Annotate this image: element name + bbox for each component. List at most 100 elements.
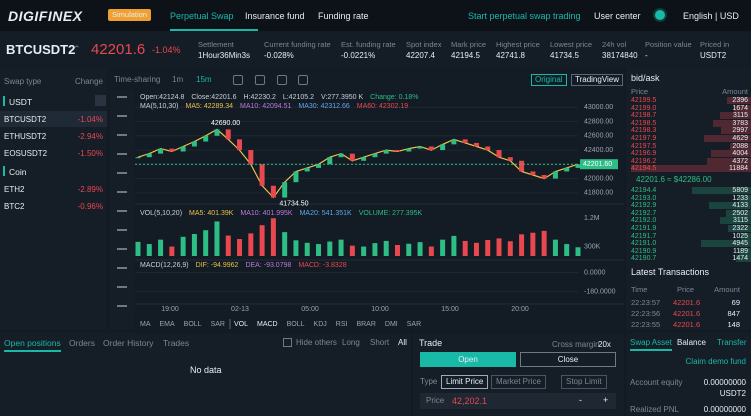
interval-btn[interactable]: 15m bbox=[196, 75, 212, 84]
ob-price: 42197.9 bbox=[631, 135, 657, 142]
pair-name[interactable]: EOSUSDT2 bbox=[4, 149, 48, 158]
volume-bar bbox=[394, 245, 400, 256]
asset-tab[interactable]: Balance bbox=[677, 338, 706, 347]
start-link[interactable]: Start perpetual swap trading bbox=[468, 11, 581, 21]
nav-link[interactable]: Funding rate bbox=[318, 11, 369, 21]
view-btn[interactable]: Original bbox=[531, 74, 567, 86]
asset-tab[interactable]: Swap Asset bbox=[630, 338, 672, 347]
indicator-btn[interactable]: BRAR bbox=[356, 321, 375, 328]
user-link[interactable]: User center bbox=[594, 11, 641, 21]
ob-price: 42191.7 bbox=[631, 232, 657, 240]
interval-btn[interactable]: Time-sharing bbox=[114, 75, 161, 84]
legend-item: MA5: 401.39K bbox=[189, 210, 234, 217]
ob-amount: 4004 bbox=[732, 150, 748, 158]
position-tab[interactable]: Orders bbox=[69, 338, 95, 348]
order-type-btn[interactable]: Limit Price bbox=[441, 375, 489, 389]
candle bbox=[361, 157, 367, 161]
indicator-btn[interactable]: EMA bbox=[160, 321, 176, 328]
volume-bar bbox=[316, 244, 322, 256]
indicator-btn[interactable]: BOLL bbox=[184, 321, 202, 328]
nav-link[interactable]: Insurance fund bbox=[245, 11, 305, 21]
view-btn[interactable]: TradingView bbox=[571, 74, 624, 86]
depth-bar bbox=[736, 255, 751, 263]
depth-bar bbox=[701, 240, 751, 248]
x-tick-label: 05:00 bbox=[301, 306, 319, 313]
badge: Simulation bbox=[108, 9, 152, 21]
plus-btn[interactable]: + bbox=[603, 395, 609, 405]
stat-value: 42207.4 bbox=[406, 51, 435, 60]
leverage[interactable]: 20x bbox=[598, 340, 611, 349]
indicator-btn[interactable]: SAR bbox=[211, 321, 225, 328]
ob-price: 42196.9 bbox=[631, 150, 657, 158]
interval-btn[interactable]: 1m bbox=[172, 75, 184, 84]
volume-bar bbox=[406, 243, 412, 256]
indicator-btn[interactable]: VOL bbox=[234, 321, 248, 328]
open-btn[interactable]: Open bbox=[420, 352, 516, 367]
volume-bar bbox=[462, 240, 468, 256]
pair-name[interactable]: ETHUSDT2 bbox=[4, 132, 47, 141]
legend-item: MA10: 401.995K bbox=[240, 210, 292, 217]
position-filter[interactable]: Hide others bbox=[296, 338, 337, 347]
indicator-btn[interactable]: DMI bbox=[385, 321, 398, 328]
draw-tool bbox=[117, 153, 127, 155]
position-filter[interactable]: Long bbox=[342, 338, 360, 347]
ob-price: 42197.5 bbox=[631, 142, 657, 150]
claim-link: Claim demo fund bbox=[685, 357, 746, 366]
x-tick-label: 15:00 bbox=[441, 306, 459, 313]
volume-bar bbox=[372, 243, 378, 256]
depth-bar bbox=[631, 165, 751, 173]
minus-btn[interactable]: - bbox=[579, 395, 582, 405]
indicator-btn[interactable]: MA bbox=[140, 321, 151, 328]
position-tab[interactable]: Open positions bbox=[4, 338, 61, 348]
price-change: -1.04% bbox=[152, 45, 181, 55]
indicator-btn[interactable]: RSI bbox=[336, 321, 348, 328]
order-type-btn[interactable]: Stop Limit bbox=[561, 375, 607, 389]
volume-bar bbox=[507, 241, 513, 256]
position-tab[interactable]: Trades bbox=[163, 338, 190, 348]
position-filter[interactable]: All bbox=[398, 338, 407, 347]
legend-item: Close:42201.6 bbox=[191, 94, 236, 101]
tx-amount: 847 bbox=[727, 309, 740, 318]
depth-bar bbox=[692, 187, 751, 194]
indicator-btn[interactable]: MACD bbox=[257, 321, 278, 328]
candle bbox=[225, 129, 231, 140]
tx-time: 22:23:57 bbox=[631, 298, 661, 307]
legend-item: MA30: 42312.66 bbox=[298, 103, 349, 110]
positions-panel bbox=[0, 333, 411, 416]
asset-tab[interactable]: Transfer bbox=[717, 338, 747, 347]
pair-name[interactable]: ETH2 bbox=[4, 185, 25, 194]
indicator-btn[interactable]: BOLL bbox=[287, 321, 305, 328]
volume-bar bbox=[485, 239, 491, 256]
margin-mode[interactable]: Cross margin bbox=[552, 340, 600, 349]
position-filter[interactable]: Short bbox=[370, 338, 390, 347]
indicator-btn[interactable]: SAR bbox=[407, 321, 421, 328]
volume-bar bbox=[270, 218, 276, 256]
pair-name[interactable]: BTCUSDT2 bbox=[4, 115, 47, 124]
ob-price: 42199.5 bbox=[631, 97, 657, 104]
candle bbox=[338, 153, 344, 158]
order-type-btn[interactable]: Market Price bbox=[491, 375, 546, 389]
trade-title: Trade bbox=[419, 338, 443, 348]
stat-value: -0.028% bbox=[264, 51, 294, 60]
position-tab[interactable]: Order History bbox=[103, 338, 154, 348]
candle bbox=[541, 175, 547, 179]
ob-amount: 3115 bbox=[732, 112, 748, 120]
legend-item: Change: 0.18% bbox=[370, 94, 418, 101]
lang-link[interactable]: English | USD bbox=[683, 11, 739, 21]
ob-price: 42194.5 bbox=[631, 165, 657, 173]
indicator-btn[interactable]: KDJ bbox=[314, 321, 327, 328]
ob-amount: 4629 bbox=[732, 135, 748, 142]
price-value[interactable]: 42,202.1 bbox=[452, 396, 488, 406]
volume-bar bbox=[214, 221, 220, 256]
pair-name[interactable]: BTC2 bbox=[4, 202, 25, 211]
ob-price: 42191.9 bbox=[631, 225, 657, 232]
ob-amount: 2997 bbox=[732, 127, 748, 135]
ob-header: Price bbox=[631, 87, 649, 96]
volume-bar bbox=[191, 234, 197, 256]
stat-value: 42194.5 bbox=[451, 51, 480, 60]
stat-value: 38174840 bbox=[602, 51, 638, 60]
pair-change: -2.94% bbox=[77, 132, 103, 141]
nav-link[interactable]: Perpetual Swap bbox=[170, 11, 234, 21]
draw-tool bbox=[117, 96, 127, 98]
close-btn[interactable]: Close bbox=[520, 352, 616, 367]
